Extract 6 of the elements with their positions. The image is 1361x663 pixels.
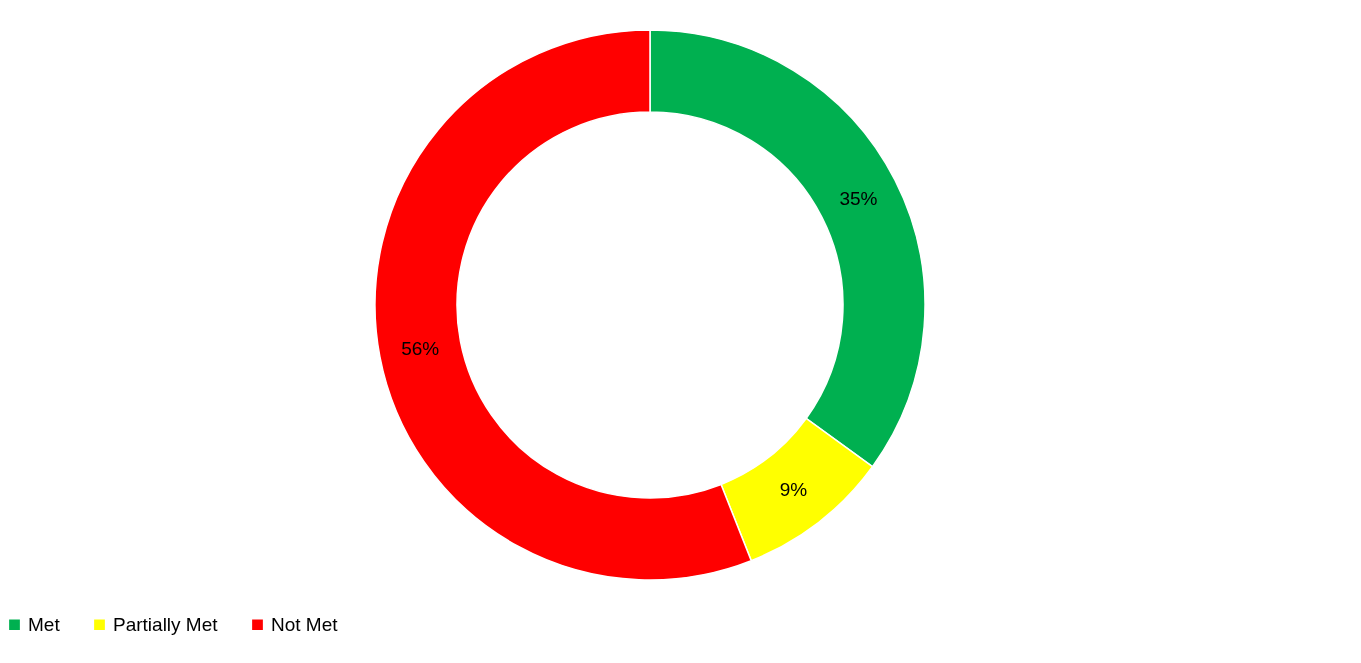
data-label: 9% (779, 478, 808, 500)
legend-label: Met (28, 613, 61, 635)
legend-label: Partially Met (113, 613, 219, 635)
data-label: 56% (401, 337, 440, 359)
data-label: 35% (839, 187, 878, 209)
legend-label: Not Met (271, 613, 339, 635)
